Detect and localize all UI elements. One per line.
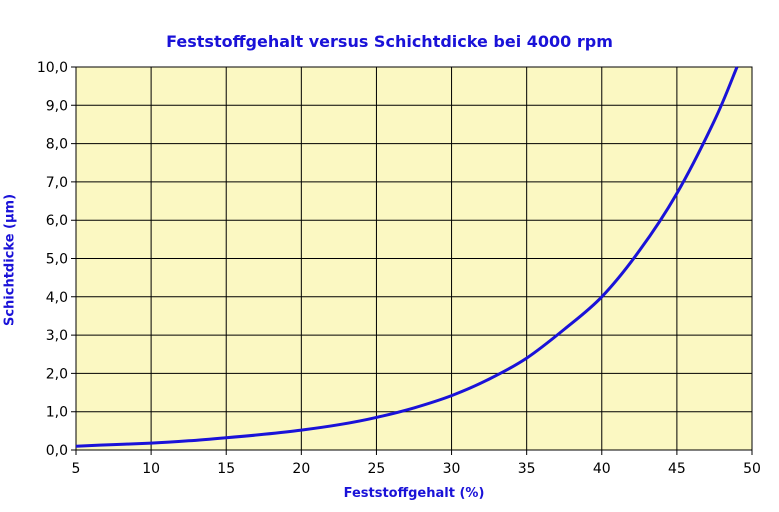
y-tick-label: 1,0 (46, 405, 68, 421)
y-tick-label: 7,0 (46, 175, 68, 191)
series-line (75, 66, 739, 448)
y-tick-label: 10,0 (37, 60, 68, 76)
x-tick-label: 30 (443, 461, 461, 477)
y-tick-label: 0,0 (46, 443, 68, 459)
x-axis-title: Feststoffgehalt (%) (343, 486, 485, 501)
x-tick-label: 50 (743, 461, 761, 477)
x-tick-label: 45 (668, 461, 686, 477)
y-tick-label: 8,0 (46, 137, 68, 153)
plot-border (75, 66, 753, 451)
x-tick-label: 25 (368, 461, 386, 477)
y-tick-label: 6,0 (46, 213, 68, 229)
y-tick-label: 3,0 (46, 328, 68, 344)
tick-labels: 5 10 15 20 25 30 35 40 45 50 0,0 1,0 2,0 3,0 4,0 5,0 6,0… (37, 60, 761, 477)
y-axis-title: Schichtdicke (µm) (2, 193, 18, 327)
x-tick-label: 10 (142, 461, 160, 477)
x-tick-label: 5 (72, 461, 81, 477)
x-tick-label: 40 (593, 461, 611, 477)
x-tick-label: 15 (217, 461, 235, 477)
y-tick-label: 2,0 (46, 366, 68, 382)
y-tick-label: 4,0 (46, 290, 68, 306)
chart-title: Feststoffgehalt versus Schichtdicke bei … (166, 32, 613, 51)
x-tick-label: 20 (292, 461, 310, 477)
y-tick-label: 5,0 (46, 252, 68, 268)
x-tick-label: 35 (518, 461, 536, 477)
y-tick-label: 9,0 (46, 98, 68, 114)
